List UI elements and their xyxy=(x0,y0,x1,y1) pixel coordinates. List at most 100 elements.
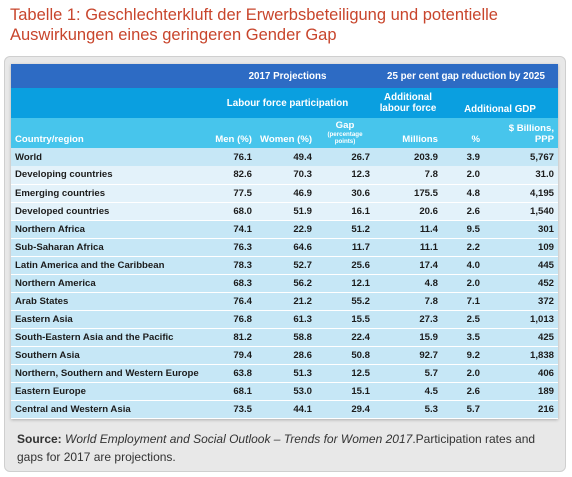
cell-men: 76.3 xyxy=(201,238,256,257)
header-country-region: Country/region xyxy=(11,118,201,148)
table-row: Latin America and the Caribbean 78.3 52.7 2… xyxy=(11,256,559,275)
cell-millions: 5.3 xyxy=(374,400,442,419)
cell-pct: 2.6 xyxy=(442,202,484,221)
header-gap-note: (percentage points) xyxy=(327,131,363,145)
cell-name: Developing countries xyxy=(11,166,201,185)
cell-women: 22.9 xyxy=(256,220,316,239)
cell-name: Eastern Europe xyxy=(11,382,201,401)
cell-men: 74.1 xyxy=(201,220,256,239)
cell-name: Northern, Southern and Western Europe xyxy=(11,364,201,383)
cell-billions: 425 xyxy=(484,328,559,347)
table-row: Arab States 76.4 21.2 55.2 7.8 7.1 372 xyxy=(11,292,559,311)
cell-millions: 175.5 xyxy=(374,184,442,203)
source-label: Source: xyxy=(17,432,62,446)
cell-billions: 1,838 xyxy=(484,346,559,365)
cell-men: 68.0 xyxy=(201,202,256,221)
cell-name: Northern Africa xyxy=(11,220,201,239)
cell-gap: 12.5 xyxy=(316,364,374,383)
cell-millions: 92.7 xyxy=(374,346,442,365)
cell-billions: 189 xyxy=(484,382,559,401)
table-row: Emerging countries 77.5 46.9 30.6 175.5 4.8 4,… xyxy=(11,184,559,203)
table-row: Developing countries 82.6 70.3 12.3 7.8 2.0 31… xyxy=(11,166,559,185)
header-blank-2 xyxy=(11,88,201,118)
cell-men: 68.1 xyxy=(201,382,256,401)
cell-pct: 7.1 xyxy=(442,292,484,311)
cell-pct: 2.2 xyxy=(442,238,484,257)
table-row: South-Eastern Asia and the Pacific 81.2 58… xyxy=(11,328,559,347)
cell-men: 81.2 xyxy=(201,328,256,347)
cell-gap: 55.2 xyxy=(316,292,374,311)
cell-women: 51.9 xyxy=(256,202,316,221)
cell-name: Emerging countries xyxy=(11,184,201,203)
cell-millions: 4.5 xyxy=(374,382,442,401)
header-percent: % xyxy=(442,118,484,148)
cell-gap: 30.6 xyxy=(316,184,374,203)
cell-pct: 2.6 xyxy=(442,382,484,401)
cell-millions: 27.3 xyxy=(374,310,442,329)
table-row: Eastern Europe 68.1 53.0 15.1 4.5 2.6 189 xyxy=(11,382,559,401)
cell-billions: 4,195 xyxy=(484,184,559,203)
cell-name: Eastern Asia xyxy=(11,310,201,329)
cell-men: 63.8 xyxy=(201,364,256,383)
header-additional-gdp: Additional GDP xyxy=(442,88,559,118)
cell-name: Arab States xyxy=(11,292,201,311)
cell-name: Southern Asia xyxy=(11,346,201,365)
header-projections: 2017 Projections xyxy=(201,64,374,88)
cell-gap: 29.4 xyxy=(316,400,374,419)
cell-billions: 216 xyxy=(484,400,559,419)
cell-gap: 15.5 xyxy=(316,310,374,329)
header-labour-force-participation: Labour force participation xyxy=(201,88,374,118)
cell-billions: 372 xyxy=(484,292,559,311)
cell-women: 21.2 xyxy=(256,292,316,311)
cell-millions: 11.1 xyxy=(374,238,442,257)
header-gap-label: Gap xyxy=(335,120,355,131)
cell-name: South-Eastern Asia and the Pacific xyxy=(11,328,201,347)
cell-women: 49.4 xyxy=(256,148,316,166)
cell-millions: 7.8 xyxy=(374,292,442,311)
header-men: Men (%) xyxy=(201,118,256,148)
cell-men: 78.3 xyxy=(201,256,256,275)
cell-gap: 22.4 xyxy=(316,328,374,347)
table-row: Central and Western Asia 73.5 44.1 29.4 5.3 5… xyxy=(11,400,559,419)
table-panel: 2017 Projections 25 per cent gap reducti… xyxy=(4,56,566,472)
cell-women: 70.3 xyxy=(256,166,316,185)
cell-women: 56.2 xyxy=(256,274,316,293)
cell-gap: 26.7 xyxy=(316,148,374,166)
table-row: Sub-Saharan Africa 76.3 64.6 11.7 11.1 2.2 109 xyxy=(11,238,559,257)
cell-millions: 17.4 xyxy=(374,256,442,275)
cell-billions: 5,767 xyxy=(484,148,559,166)
cell-pct: 3.9 xyxy=(442,148,484,166)
header-gap: Gap (percentage points) xyxy=(316,118,374,148)
cell-gap: 50.8 xyxy=(316,346,374,365)
table-row: Developed countries 68.0 51.9 16.1 20.6 2.6 1,… xyxy=(11,202,559,221)
source-rest: .Participation rates and gaps for 2017 a… xyxy=(17,432,536,464)
cell-men: 73.5 xyxy=(201,400,256,419)
source-title: World Employment and Social Outlook – Tr… xyxy=(65,432,413,446)
cell-men: 68.3 xyxy=(201,274,256,293)
cell-millions: 11.4 xyxy=(374,220,442,239)
cell-name: Central and Western Asia xyxy=(11,400,201,419)
source-note: Source: World Employment and Social Outl… xyxy=(17,430,557,466)
cell-gap: 25.6 xyxy=(316,256,374,275)
cell-men: 76.4 xyxy=(201,292,256,311)
header-women: Women (%) xyxy=(256,118,316,148)
cell-pct: 2.0 xyxy=(442,166,484,185)
cell-gap: 51.2 xyxy=(316,220,374,239)
cell-women: 58.8 xyxy=(256,328,316,347)
cell-pct: 4.8 xyxy=(442,184,484,203)
cell-gap: 12.3 xyxy=(316,166,374,185)
cell-billions: 109 xyxy=(484,238,559,257)
cell-men: 82.6 xyxy=(201,166,256,185)
cell-women: 28.6 xyxy=(256,346,316,365)
table-row: Northern America 68.3 56.2 12.1 4.8 2.0 452 xyxy=(11,274,559,293)
cell-pct: 4.0 xyxy=(442,256,484,275)
cell-women: 61.3 xyxy=(256,310,316,329)
cell-pct: 3.5 xyxy=(442,328,484,347)
cell-men: 76.8 xyxy=(201,310,256,329)
cell-men: 79.4 xyxy=(201,346,256,365)
cell-gap: 12.1 xyxy=(316,274,374,293)
table-row: Northern, Southern and Western Europe 63.… xyxy=(11,364,559,383)
cell-millions: 7.8 xyxy=(374,166,442,185)
table-body: World 76.1 49.4 26.7 203.9 3.9 5,767 Developing… xyxy=(11,148,559,419)
